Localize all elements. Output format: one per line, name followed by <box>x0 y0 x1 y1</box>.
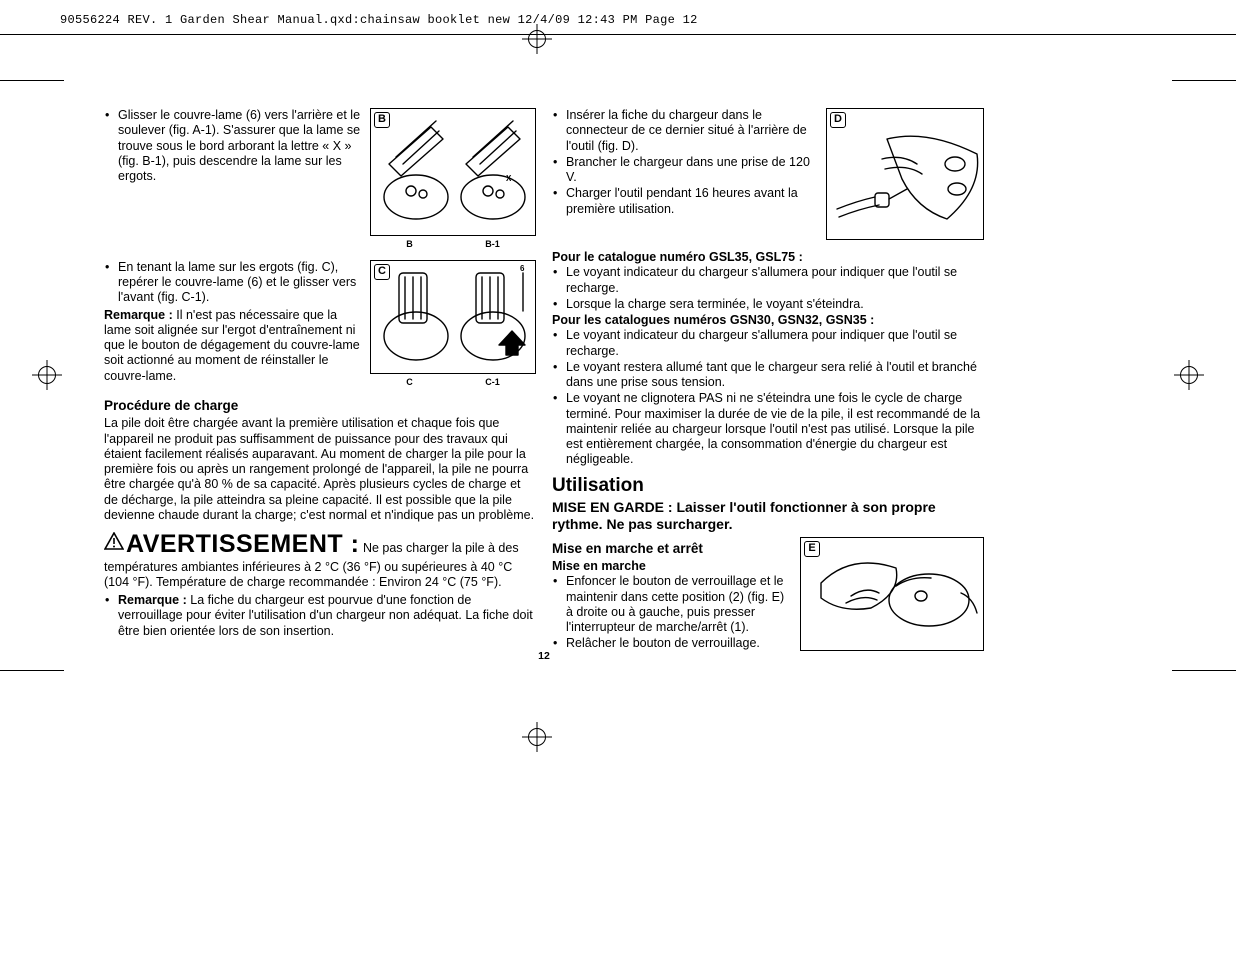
registration-mark-icon <box>32 360 62 390</box>
figure-e-illustration <box>801 538 985 652</box>
row-fig-e: Mise en marche et arrêt Mise en marche E… <box>552 537 984 653</box>
column-left: Glisser le couvre-lame (6) vers l'arrièr… <box>104 108 536 663</box>
figure-c-illustration: 6 <box>371 261 537 375</box>
figure-b-illustration: X <box>371 109 537 237</box>
column-right: Insérer la fiche du chargeur dans le con… <box>552 108 984 663</box>
page: 90556224 REV. 1 Garden Shear Manual.qxd:… <box>0 0 1236 954</box>
warning-word: AVERTISSEMENT : <box>126 530 359 558</box>
registration-mark-icon <box>522 24 552 54</box>
crop-mark <box>1172 80 1236 81</box>
heading-onoff: Mise en marche et arrêt <box>552 541 794 557</box>
figure-label-c: C <box>374 264 390 280</box>
heading-charging: Procédure de charge <box>104 398 536 414</box>
svg-text:X: X <box>506 174 512 183</box>
caption: C <box>406 377 413 388</box>
row-fig-c: En tenant la lame sur les ergots (fig. C… <box>104 260 536 388</box>
warning-triangle-icon <box>104 532 124 554</box>
registration-mark-icon <box>1174 360 1204 390</box>
figure-b: B X <box>370 108 536 236</box>
bullet: Insérer la fiche du chargeur dans le con… <box>566 108 820 154</box>
bullet: Le voyant indicateur du chargeur s'allum… <box>566 328 984 359</box>
page-number: 12 <box>538 650 550 663</box>
crop-mark <box>0 670 64 671</box>
figure-c-caption: C C-1 <box>370 377 536 388</box>
bullet: Relâcher le bouton de verrouillage. <box>566 636 794 651</box>
header-slug: 90556224 REV. 1 Garden Shear Manual.qxd:… <box>60 13 698 27</box>
svg-text:6: 6 <box>520 264 525 273</box>
crop-mark <box>1172 670 1236 671</box>
caption: C-1 <box>485 377 500 388</box>
content-columns: Glisser le couvre-lame (6) vers l'arrièr… <box>104 108 984 663</box>
paragraph: La pile doit être chargée avant la premi… <box>104 416 536 523</box>
figure-label-e: E <box>804 541 820 557</box>
figure-e: E <box>800 537 984 651</box>
bullet: Brancher le chargeur dans une prise de 1… <box>566 155 820 186</box>
figure-d: D <box>826 108 984 240</box>
bullet: En tenant la lame sur les ergots (fig. C… <box>118 260 364 306</box>
remark-label: Remarque : <box>104 308 173 322</box>
row-fig-d: Insérer la fiche du chargeur dans le con… <box>552 108 984 240</box>
figure-d-illustration <box>827 109 985 241</box>
figure-b-caption: B B-1 <box>370 239 536 250</box>
subheading: Mise en marche <box>552 559 794 574</box>
bullet: Le voyant ne clignotera PAS ni ne s'étei… <box>566 391 984 467</box>
warning-block: AVERTISSEMENT : Ne pas charger la pile à… <box>104 529 536 590</box>
crop-mark <box>0 80 64 81</box>
caption: B-1 <box>485 239 500 250</box>
bullet: Le voyant restera allumé tant que le cha… <box>566 360 984 391</box>
registration-mark-icon <box>522 722 552 752</box>
bullet: Le voyant indicateur du chargeur s'allum… <box>566 265 984 296</box>
bullet: Charger l'outil pendant 16 heures avant … <box>566 186 820 217</box>
bullet: Lorsque la charge sera terminée, le voya… <box>566 297 984 312</box>
subheading: Pour les catalogues numéros GSN30, GSN32… <box>552 313 984 328</box>
bullet: Remarque : La fiche du chargeur est pour… <box>118 593 536 639</box>
row-fig-b: Glisser le couvre-lame (6) vers l'arrièr… <box>104 108 536 250</box>
bullet: Enfoncer le bouton de verrouillage et le… <box>566 574 794 635</box>
rule-top <box>0 34 1236 35</box>
caution: MISE EN GARDE : Laisser l'outil fonction… <box>552 499 984 534</box>
subheading: Pour le catalogue numéro GSL35, GSL75 : <box>552 250 984 265</box>
figure-c: C 6 <box>370 260 536 374</box>
caption: B <box>406 239 413 250</box>
figure-label-b: B <box>374 112 390 128</box>
figure-label-d: D <box>830 112 846 128</box>
heading-utilisation: Utilisation <box>552 474 984 497</box>
bullet: Glisser le couvre-lame (6) vers l'arrièr… <box>118 108 364 184</box>
